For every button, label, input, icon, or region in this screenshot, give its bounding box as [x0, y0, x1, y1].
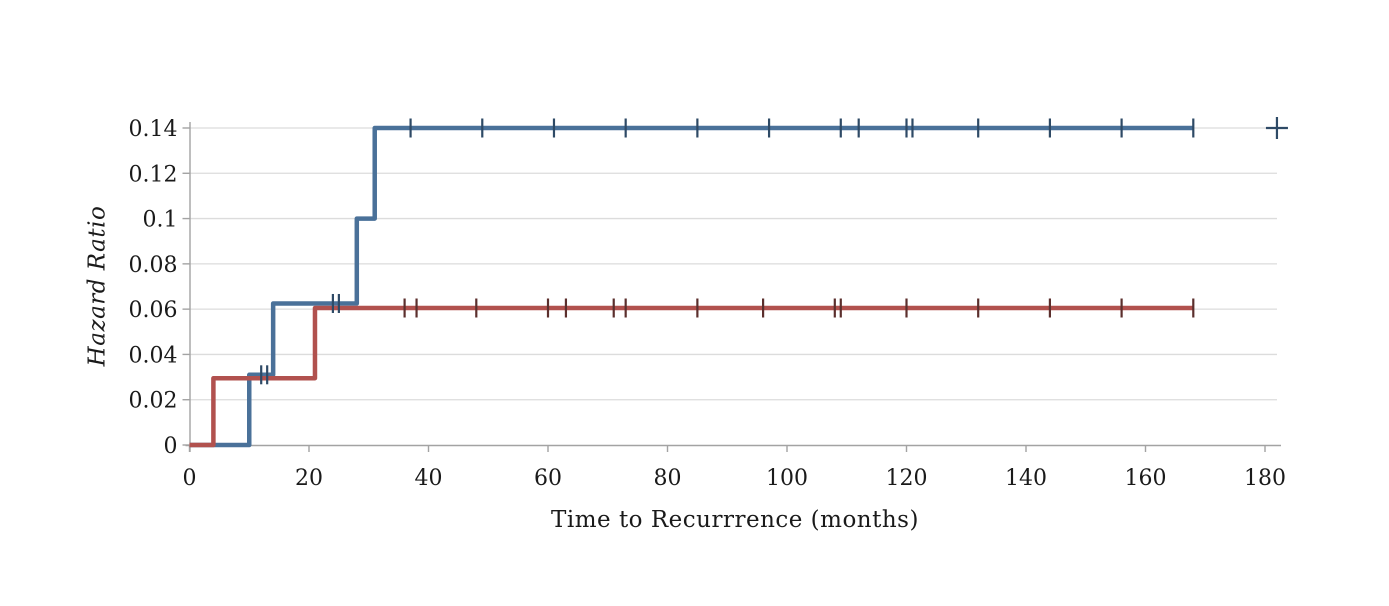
y-tick-label: 0	[164, 434, 178, 459]
x-tick-label: 180	[1244, 466, 1286, 491]
x-tick-label: 120	[886, 466, 928, 491]
y-tick-label: 0.14	[129, 117, 178, 142]
series-line-blue-group	[189, 125, 1194, 448]
x-tick-label: 100	[766, 466, 808, 491]
x-axis-title: Time to Recurrrence (months)	[551, 507, 919, 533]
x-tick-label: 20	[295, 466, 323, 491]
y-axis-title-wrap: Hazard Ratio	[76, 112, 118, 460]
y-tick-label: 0.02	[129, 389, 178, 414]
y-tick-label: 0.08	[129, 253, 178, 278]
x-tick-label: 0	[183, 466, 197, 491]
y-tick-label: 0.06	[129, 298, 178, 323]
series-line-red-group	[189, 305, 1194, 448]
x-tick-label: 160	[1125, 466, 1167, 491]
y-tick-label: 0.12	[129, 162, 178, 187]
x-tick-label: 80	[654, 466, 682, 491]
y-tick-label: 0.1	[143, 208, 178, 233]
y-axis-title: Hazard Ratio	[84, 205, 111, 367]
x-tick-label: 40	[415, 466, 443, 491]
y-tick-label: 0.04	[129, 343, 178, 368]
x-tick-label: 60	[534, 466, 562, 491]
x-tick-label: 140	[1005, 466, 1047, 491]
